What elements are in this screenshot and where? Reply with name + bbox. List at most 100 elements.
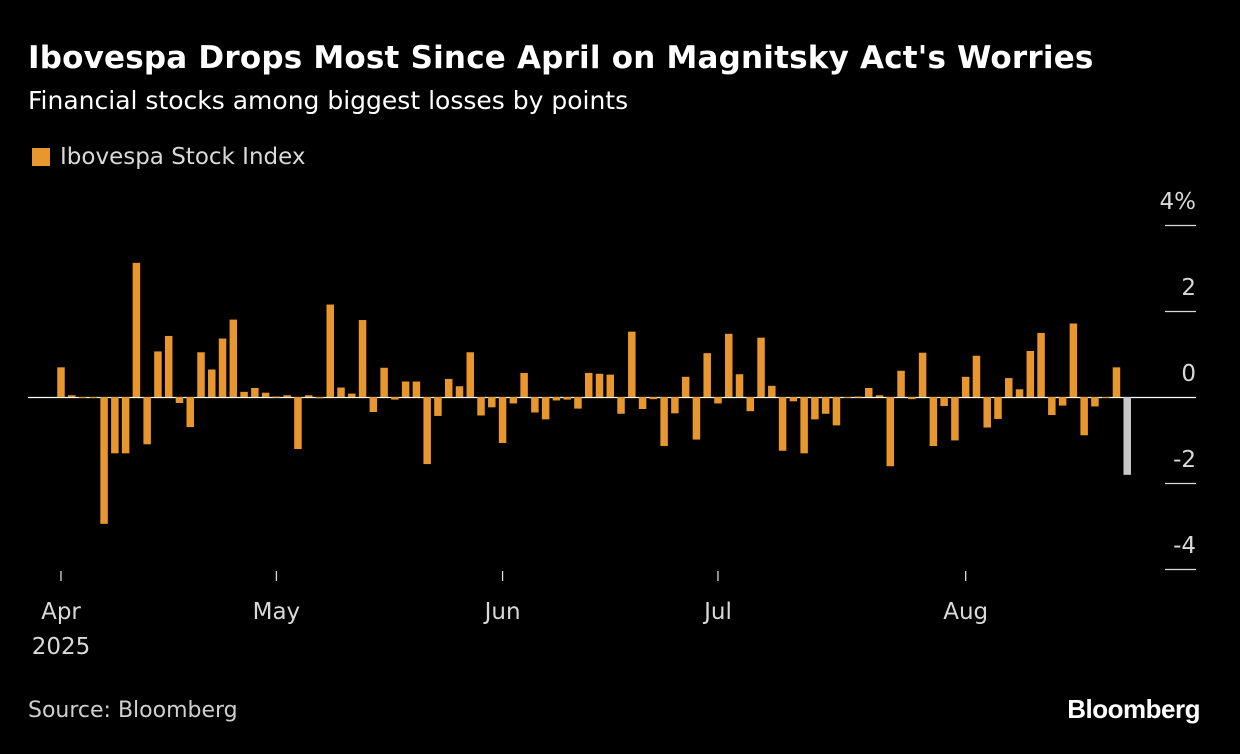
bar [315, 397, 324, 399]
bloomberg-logo: Bloomberg [1067, 694, 1200, 724]
bar [552, 397, 561, 401]
y-axis: 4% 2 0 -2 -4 [28, 189, 1197, 571]
bar [111, 397, 119, 454]
bar [574, 397, 582, 409]
bar [348, 393, 356, 397]
bar [671, 397, 679, 414]
bar [186, 397, 194, 428]
source-note: Source: Bloomberg [28, 698, 238, 723]
bar [1015, 389, 1024, 397]
bar [832, 397, 841, 426]
bar [1069, 323, 1078, 397]
bars [57, 262, 1131, 524]
bar [778, 397, 787, 451]
bar [78, 397, 87, 398]
bar [617, 397, 625, 414]
x-tick-sublabel: 2025 [32, 634, 91, 660]
bar [724, 333, 733, 397]
bar [326, 304, 334, 397]
bar [918, 352, 927, 397]
bar [466, 352, 475, 397]
bar [649, 397, 658, 400]
bar [681, 376, 690, 397]
bar [1112, 367, 1121, 397]
bar [434, 397, 442, 416]
bar [218, 338, 227, 397]
bar [455, 386, 464, 397]
bar [283, 395, 291, 397]
bar [584, 372, 593, 397]
x-tick-label: Jul [702, 599, 732, 625]
bar [240, 391, 248, 397]
bar [875, 395, 884, 397]
bar-latest [1123, 397, 1131, 475]
chart-title: Ibovespa Drops Most Since April on Magni… [28, 40, 1094, 76]
bar [757, 337, 765, 397]
bar [768, 385, 776, 397]
bar [444, 378, 453, 397]
bar [304, 395, 313, 397]
bar [746, 397, 755, 412]
bar [208, 369, 216, 397]
bar [369, 397, 378, 413]
bar [811, 397, 819, 420]
bar [789, 397, 798, 402]
bar [1058, 397, 1067, 406]
bar [638, 397, 647, 410]
bar [498, 397, 507, 444]
bar [908, 397, 916, 400]
y-tick-label: -2 [1173, 447, 1196, 473]
bar [843, 397, 851, 398]
bar [380, 367, 388, 397]
bar [391, 397, 399, 400]
bar [261, 392, 270, 397]
bar [477, 397, 485, 416]
bar [488, 397, 496, 408]
bar [1101, 397, 1110, 398]
bar [1037, 332, 1045, 397]
bar [132, 262, 141, 397]
bar [100, 397, 108, 524]
bar [143, 397, 151, 445]
y-tick-label: -4 [1173, 533, 1196, 559]
bar [961, 376, 970, 397]
bar [229, 319, 238, 397]
bar [337, 387, 345, 397]
bar [541, 397, 550, 420]
bar [703, 353, 711, 397]
bar [154, 351, 162, 397]
bar [1026, 350, 1035, 397]
bar [821, 397, 830, 414]
bar [423, 397, 431, 465]
x-tick-label: Jun [483, 599, 521, 625]
bar [89, 397, 98, 398]
bar [1005, 378, 1013, 397]
bar [520, 372, 528, 397]
y-tick-label: 4% [1160, 189, 1197, 215]
x-tick-label: Aug [943, 599, 988, 625]
bar [563, 397, 571, 400]
bar [994, 397, 1002, 419]
bar [1080, 397, 1088, 436]
bar [412, 381, 421, 397]
bar [660, 397, 668, 447]
bar [929, 397, 938, 447]
x-tick-label: May [253, 599, 301, 625]
bar [164, 335, 173, 397]
bar [606, 374, 615, 397]
bar [897, 370, 905, 397]
bar [972, 355, 981, 397]
bar [940, 397, 948, 407]
bar [251, 387, 259, 397]
legend: Ibovespa Stock Index [32, 144, 306, 170]
bar [628, 331, 636, 397]
bar [401, 381, 410, 397]
bar [735, 374, 744, 397]
bar [886, 397, 895, 467]
legend-label: Ibovespa Stock Index [60, 144, 306, 170]
bar [175, 397, 184, 404]
bar [57, 367, 65, 397]
bar [800, 397, 808, 454]
bar [595, 373, 604, 397]
